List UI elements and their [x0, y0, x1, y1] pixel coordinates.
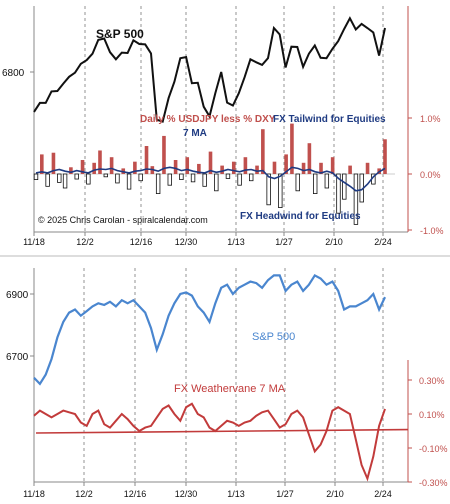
fx-bar-negative: [74, 173, 79, 180]
fx-weathervane-line: [33, 402, 386, 482]
fx-bar-negative: [249, 173, 254, 182]
fx-bar-positive: [197, 163, 201, 174]
top-x-tick-label: 1/13: [227, 237, 245, 247]
fx-bar-positive: [98, 150, 102, 174]
fx-bar-negative: [115, 173, 120, 184]
fx-bar-positive: [301, 162, 306, 174]
bottom-x-tick-label: 12/16: [124, 489, 147, 499]
copyright-label: © 2025 Chris Carolan - spiralcalendar.co…: [38, 215, 208, 225]
bottom-x-tick-label: 12/30: [175, 489, 198, 499]
fx-bar-positive: [383, 139, 387, 174]
ma-series-label: 7 MA: [183, 128, 207, 139]
fx-bar-negative: [225, 173, 231, 179]
fx-bar-negative: [190, 173, 196, 183]
top-right-tick-label: 1.0%: [420, 114, 441, 124]
top-x-tick-label: 11/18: [23, 237, 45, 247]
fx-bar-positive: [319, 162, 323, 174]
fx-bar-negative: [179, 173, 184, 180]
fx-7ma-line: [35, 166, 386, 192]
top-x-tick-label: 12/2: [76, 237, 94, 247]
spx-line: [33, 16, 386, 123]
fx-bar-negative: [86, 173, 91, 185]
bottom-right-tick-label: 0.10%: [419, 410, 445, 420]
fx-bar-negative: [342, 173, 347, 200]
fx-bar-negative: [138, 173, 143, 182]
fx-trend-line: [35, 428, 409, 434]
fx-bar-positive: [348, 165, 352, 174]
fx-bar-negative: [126, 173, 132, 190]
fx-bar-positive: [272, 161, 277, 174]
bottom-x-tick-label: 1/27: [276, 489, 294, 499]
fx-bar-negative: [312, 173, 318, 195]
top-chart-title: S&P 500: [96, 27, 144, 41]
fx-bar-positive: [255, 165, 259, 174]
fx-bar-negative: [62, 173, 68, 189]
fx-bar-positive: [40, 154, 44, 174]
fx-bar-negative: [353, 173, 359, 225]
fx-bar-positive: [365, 162, 370, 174]
bottom-left-tick-label: 6900: [6, 290, 29, 301]
tailwind-label: FX Tailwind for Equities: [273, 114, 386, 125]
top-right-tick-label: -1.0%: [420, 226, 444, 236]
bottom-x-tick-label: 2/24: [374, 489, 392, 499]
fx-bar-negative: [167, 173, 172, 186]
bottom-right-tick-label: -0.10%: [419, 444, 448, 454]
headwind-label: FX Headwind for Equities: [240, 211, 361, 222]
fx-bar-negative: [237, 173, 242, 186]
fx-bar-positive: [290, 123, 294, 174]
fx-bar-negative: [33, 173, 39, 180]
fx-bar-positive: [69, 167, 73, 174]
fx-bar-positive: [307, 143, 312, 174]
top-chart-panel: 11/18 12/2 12/16 12/30 1/13 1/27 2/10 2/24 6800 1…: [2, 6, 444, 247]
bottom-chart-panel: 11/18 12/2 12/16 12/30 1/13 1/27 2/10 2/24 6900 6…: [6, 268, 448, 499]
top-x-tick-label: 12/30: [175, 237, 198, 247]
fx-bar-negative: [336, 173, 341, 214]
fx-bar-positive: [80, 160, 85, 174]
bottom-x-tick-label: 1/13: [227, 489, 245, 499]
bottom-left-tick-label: 6700: [6, 352, 29, 363]
bottom-right-tick-label: 0.30%: [419, 376, 445, 386]
fx-bar-positive: [162, 135, 166, 174]
bottom-x-tick-label: 12/2: [75, 489, 93, 499]
fx-bar-positive: [185, 157, 190, 174]
fx-bar-negative: [295, 173, 300, 192]
fx-bar-negative: [202, 173, 207, 187]
fx-bar-positive: [92, 162, 96, 174]
fx-bar-positive: [144, 146, 149, 174]
fx-bar-negative: [324, 173, 330, 189]
top-x-tick-label: 1/27: [275, 237, 293, 247]
fx-bar-negative: [266, 173, 271, 206]
fx-bar-positive: [284, 154, 288, 174]
fx-bar-negative: [278, 173, 283, 208]
fx-bar-negative: [103, 173, 108, 178]
fx-bar-positive: [243, 157, 248, 174]
top-x-tick-label: 12/16: [130, 237, 153, 247]
bar-series-label: Daily % USDJPY less % DXY: [140, 114, 276, 125]
fx-bar-positive: [51, 152, 56, 174]
fx-bar-negative: [57, 173, 62, 183]
top-right-tick-label: 0.0%: [420, 170, 441, 180]
top-x-tick-label: 2/24: [374, 237, 392, 247]
top-left-tick-label: 6800: [2, 68, 25, 79]
bottom-right-tick-label: -0.30%: [419, 478, 448, 488]
fx-bar-positive: [133, 161, 137, 174]
fx-bar-positive: [261, 129, 265, 174]
fx-bar-negative: [155, 173, 161, 195]
bottom-x-tick-label: 2/10: [326, 489, 344, 499]
fx-bar-positive: [231, 161, 236, 174]
top-x-tick-label: 2/10: [325, 237, 343, 247]
fx-bar-negative: [214, 173, 219, 192]
fx-bar-positive: [173, 160, 178, 174]
fx-bar-positive: [208, 151, 213, 174]
fx-bar-positive: [109, 157, 114, 174]
fx-bar-positive: [220, 165, 224, 174]
fx-bar-positive: [330, 157, 335, 174]
bottom-spx-label: S&P 500: [252, 331, 295, 343]
fx-weathervane-label: FX Weathervane 7 MA: [174, 383, 286, 395]
fx-bar-negative: [45, 173, 50, 187]
bottom-x-tick-label: 11/18: [23, 489, 45, 499]
spx-line-bottom: [33, 273, 386, 386]
